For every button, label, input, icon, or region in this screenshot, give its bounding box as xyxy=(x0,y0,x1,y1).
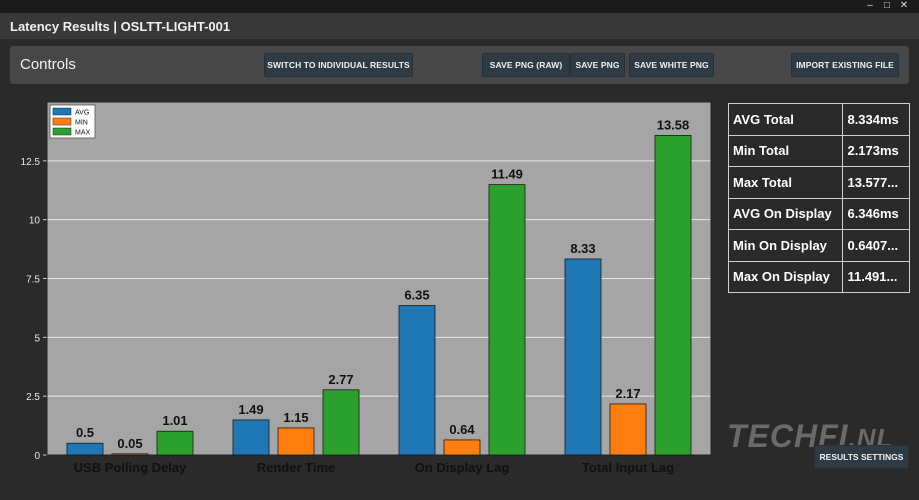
data-label: 13.58 xyxy=(657,117,690,132)
stat-label: Min Total xyxy=(727,134,844,167)
stat-label: Max Total xyxy=(727,166,844,199)
window-top-strip: – □ ✕ xyxy=(0,0,919,13)
x-tick-label: Render Time xyxy=(257,460,336,475)
bar-min xyxy=(443,439,481,456)
data-label: 8.33 xyxy=(570,241,595,256)
stat-label: AVG Total xyxy=(727,103,844,136)
window-title: Latency Results | OSLTT-LIGHT-001 xyxy=(10,19,231,34)
app-body: Controls SWITCH TO INDIVIDUAL RESULTS SA… xyxy=(0,40,919,500)
save-png-button[interactable]: SAVE PNG xyxy=(570,53,625,77)
y-tick-label: 5 xyxy=(34,333,40,344)
y-tick-label: 0 xyxy=(34,451,40,462)
stat-value: 13.577... xyxy=(842,166,910,199)
legend-swatch xyxy=(52,127,72,136)
stats-row: Min Total 2.173ms xyxy=(727,134,910,167)
minimize-icon[interactable]: – xyxy=(867,0,873,11)
stat-label: AVG On Display xyxy=(727,197,844,230)
latency-chart: 0 2.5 5 7.5 10 12.5 0.5 0.05 1.01 USB Polling Del… xyxy=(0,90,720,500)
y-tick-label: 2.5 xyxy=(26,392,40,403)
stats-table: AVG Total 8.334ms Min Total 2.173ms Max Tota… xyxy=(727,103,910,293)
stat-value: 2.173ms xyxy=(842,134,910,167)
data-label: 0.5 xyxy=(76,425,94,440)
bar-max xyxy=(654,135,692,456)
legend-swatch xyxy=(52,117,72,126)
bar-avg xyxy=(232,419,270,456)
bar-avg xyxy=(66,442,104,456)
stats-row: AVG On Display 6.346ms xyxy=(727,197,910,230)
save-png-raw-button[interactable]: SAVE PNG (RAW) xyxy=(482,53,570,77)
bar-max xyxy=(488,184,526,456)
data-label: 2.77 xyxy=(328,372,353,387)
stat-label: Max On Display xyxy=(727,260,844,293)
maximize-icon[interactable]: □ xyxy=(883,0,891,11)
bar-avg xyxy=(398,305,436,456)
stats-row: Max On Display 11.491... xyxy=(727,260,910,293)
data-label: 6.35 xyxy=(404,288,429,303)
legend-label: MAX xyxy=(75,130,91,137)
import-existing-file-button[interactable]: IMPORT EXISTING FILE xyxy=(791,53,899,77)
legend-label: AVG xyxy=(75,110,89,117)
bar-min xyxy=(111,453,149,456)
data-label: 0.05 xyxy=(117,436,142,451)
stats-row: Max Total 13.577... xyxy=(727,166,910,199)
bar-min xyxy=(609,403,647,456)
y-tick-label: 12.5 xyxy=(21,157,41,168)
y-tick-label: 7.5 xyxy=(26,275,40,286)
stats-row: AVG Total 8.334ms xyxy=(727,103,910,136)
y-tick-label: 10 xyxy=(29,216,41,227)
data-label: 1.15 xyxy=(283,410,308,425)
data-label: 11.49 xyxy=(491,167,523,182)
switch-individual-results-button[interactable]: SWITCH TO INDIVIDUAL RESULTS xyxy=(264,53,413,77)
data-label: 1.01 xyxy=(162,413,187,428)
chart-svg: 0 2.5 5 7.5 10 12.5 0.5 0.05 1.01 USB Polling Del… xyxy=(21,101,712,475)
bar-avg xyxy=(564,258,602,456)
data-label: 2.17 xyxy=(615,386,640,401)
data-label: 0.64 xyxy=(449,422,475,437)
save-white-png-button[interactable]: SAVE WHITE PNG xyxy=(629,53,714,77)
results-settings-button[interactable]: RESULTS SETTINGS xyxy=(814,445,909,469)
x-tick-label: Total Input Lag xyxy=(582,460,674,475)
close-icon[interactable]: ✕ xyxy=(899,0,909,11)
x-tick-label: On Display Lag xyxy=(415,460,510,475)
stats-row: Min On Display 0.6407... xyxy=(727,229,910,262)
bar-max xyxy=(322,389,360,456)
stat-value: 6.346ms xyxy=(842,197,910,230)
data-label: 1.49 xyxy=(238,402,263,417)
title-bar: Latency Results | OSLTT-LIGHT-001 xyxy=(0,13,919,40)
legend-label: MIN xyxy=(75,120,88,127)
x-tick-label: USB Polling Delay xyxy=(74,460,187,475)
bar-min xyxy=(277,427,315,456)
stat-value: 8.334ms xyxy=(842,103,910,136)
plot-frame xyxy=(46,101,712,456)
controls-panel: Controls SWITCH TO INDIVIDUAL RESULTS SA… xyxy=(10,46,909,84)
legend-swatch xyxy=(52,107,72,116)
controls-label: Controls xyxy=(20,56,76,73)
bar-max xyxy=(156,430,194,456)
stat-label: Min On Display xyxy=(727,229,844,262)
stat-value: 0.6407... xyxy=(842,229,910,262)
stat-value: 11.491... xyxy=(842,260,910,293)
